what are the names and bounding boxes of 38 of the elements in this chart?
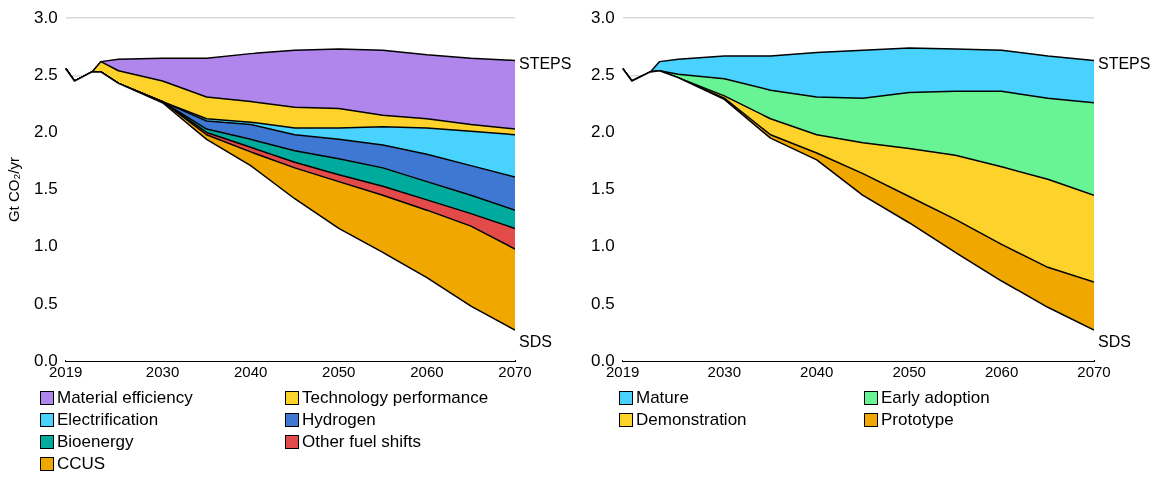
x-tick-label: 2030: [707, 363, 741, 381]
legend-label: Material efficiency: [57, 387, 193, 409]
legend-label: Technology performance: [302, 387, 489, 409]
y-tick-label: 3.0: [33, 7, 58, 27]
y-tick-label: 1.5: [590, 179, 615, 199]
x-tick-label: 2040: [800, 363, 834, 381]
x-tick-label: 2030: [145, 363, 180, 381]
legend-label: Bioenergy: [57, 431, 134, 453]
y-tick-label: 2.5: [590, 65, 615, 85]
y-tick-label: 2.5: [33, 65, 58, 85]
series-label: SDS: [1098, 332, 1131, 350]
legend-label: Prototype: [881, 409, 954, 431]
series-label: SDS: [519, 332, 552, 350]
text: STEPS: [1098, 54, 1151, 72]
x-tick-label: 2070: [498, 363, 532, 381]
x-tick-label: 2060: [410, 363, 444, 381]
legend-label: Early adoption: [881, 387, 990, 409]
x-tick-label: 2050: [322, 363, 356, 381]
legend-label: Demonstration: [636, 409, 747, 431]
x-tick-label: 2050: [892, 363, 926, 381]
legend-label: Mature: [636, 387, 689, 409]
legend-label: CCUS: [57, 453, 106, 475]
legend-label: Other fuel shifts: [302, 431, 422, 453]
y-tick-label: 1.0: [33, 236, 58, 256]
text: STEPS: [519, 54, 572, 72]
y-tick-label: 0.5: [33, 293, 58, 313]
x-tick-label: 2040: [233, 363, 268, 381]
y-tick-label: 1.0: [590, 236, 615, 256]
x-tick-label: 2060: [984, 363, 1019, 381]
y-axis-title: Gt CO₂/yr: [5, 157, 23, 223]
y-tick-label: 1.5: [33, 179, 58, 199]
legend-label: Electrification: [57, 409, 159, 431]
y-tick-label: 3.0: [590, 7, 615, 27]
y-tick-label: 2.0: [33, 122, 58, 142]
y-tick-label: 0.5: [590, 293, 615, 313]
legend-label: Hydrogen: [302, 409, 376, 431]
x-tick-label: 2070: [1077, 363, 1111, 381]
y-tick-label: 2.0: [590, 122, 615, 142]
